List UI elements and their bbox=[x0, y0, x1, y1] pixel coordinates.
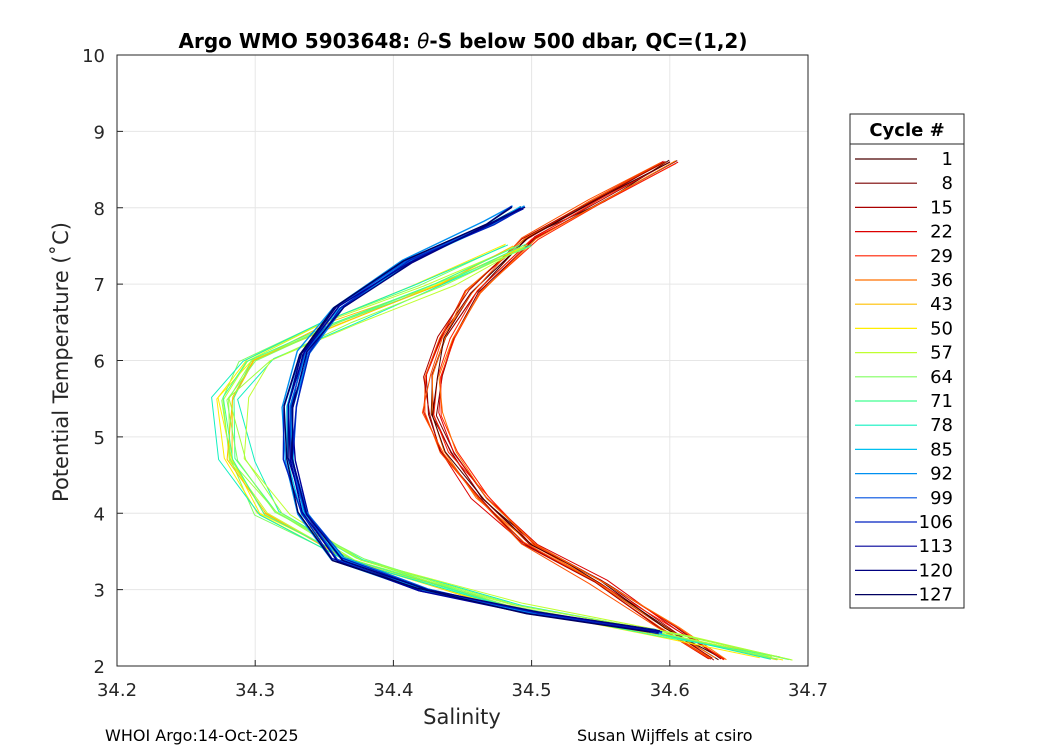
y-tick-label: 5 bbox=[94, 428, 105, 449]
series-line bbox=[291, 206, 661, 632]
y-tick-label: 10 bbox=[82, 46, 105, 67]
legend-label: 36 bbox=[930, 270, 953, 291]
legend-label: 22 bbox=[930, 222, 953, 243]
y-axis-label: Potential Temperature (˚C) bbox=[49, 222, 73, 502]
series-lines bbox=[211, 159, 793, 661]
legend-box bbox=[849, 113, 965, 609]
legend-label: 106 bbox=[919, 512, 953, 533]
series-line bbox=[283, 206, 651, 633]
axis-ticks: 34.2 34.3 34.4 34.5 34.6 34.7 2 3 4 5 6 7 8 9 10 bbox=[82, 46, 828, 701]
series-line bbox=[243, 244, 793, 661]
legend-label: 8 bbox=[942, 173, 953, 194]
y-tick-label: 8 bbox=[94, 199, 105, 220]
legend-label: 120 bbox=[919, 560, 953, 581]
legend-label: 29 bbox=[930, 246, 953, 267]
y-tick-label: 4 bbox=[94, 504, 105, 525]
series-line bbox=[423, 161, 711, 660]
y-tick-label: 3 bbox=[94, 581, 105, 602]
series-line bbox=[438, 160, 727, 661]
footer-left: WHOI Argo:14-Oct-2025 bbox=[105, 726, 299, 745]
legend-label: 43 bbox=[930, 294, 953, 315]
chart-title: Argo WMO 5903648: θ-S below 500 dbar, QC… bbox=[179, 29, 748, 53]
legend-label: 15 bbox=[930, 197, 953, 218]
x-axis-label: Salinity bbox=[423, 705, 501, 729]
legend: Cycle # 1 8 15 22 29 36 43 50 57 64 71 78 85 92 99 106 1… bbox=[849, 113, 965, 609]
legend-label: 85 bbox=[930, 439, 953, 460]
legend-label: 1 bbox=[942, 149, 953, 170]
legend-label: 127 bbox=[919, 585, 953, 606]
x-tick-label: 34.5 bbox=[512, 680, 552, 701]
legend-label: 113 bbox=[919, 536, 953, 557]
y-tick-label: 7 bbox=[94, 275, 105, 296]
series-line bbox=[438, 161, 725, 660]
x-tick-label: 34.3 bbox=[235, 680, 275, 701]
legend-title: Cycle # bbox=[869, 120, 944, 141]
y-tick-label: 6 bbox=[94, 352, 105, 373]
y-tick-label: 2 bbox=[94, 657, 105, 678]
legend-label: 92 bbox=[930, 464, 953, 485]
x-tick-label: 34.2 bbox=[97, 680, 137, 701]
legend-label: 50 bbox=[930, 318, 953, 339]
legend-label: 57 bbox=[930, 343, 953, 364]
x-tick-label: 34.4 bbox=[373, 680, 413, 701]
x-tick-label: 34.6 bbox=[650, 680, 690, 701]
x-tick-label: 34.7 bbox=[788, 680, 828, 701]
legend-label: 99 bbox=[930, 488, 953, 509]
legend-label: 64 bbox=[930, 367, 953, 388]
legend-label: 78 bbox=[930, 415, 953, 436]
y-tick-label: 9 bbox=[94, 122, 105, 143]
footer-right: Susan Wijffels at csiro bbox=[577, 726, 753, 745]
series-line bbox=[421, 162, 711, 659]
series-line bbox=[431, 161, 716, 659]
series-line bbox=[287, 207, 659, 634]
series-line bbox=[435, 160, 722, 660]
series-line bbox=[433, 161, 725, 660]
legend-label: 71 bbox=[930, 391, 953, 412]
series-line bbox=[228, 246, 792, 661]
